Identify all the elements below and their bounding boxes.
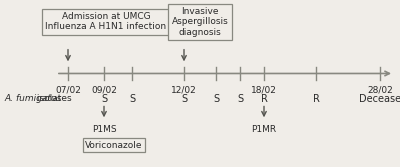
Text: S: S <box>101 94 107 104</box>
Text: 28/02: 28/02 <box>367 85 393 94</box>
Text: 07/02: 07/02 <box>55 85 81 94</box>
Text: isolates: isolates <box>34 94 72 103</box>
Text: P1MR: P1MR <box>252 125 276 134</box>
Text: A. fumigatus: A. fumigatus <box>4 94 61 103</box>
Text: 18/02: 18/02 <box>251 85 277 94</box>
Text: S: S <box>129 94 135 104</box>
Text: Voriconazole: Voriconazole <box>85 141 143 150</box>
Text: 09/02: 09/02 <box>91 85 117 94</box>
Text: Decease: Decease <box>359 94 400 104</box>
Text: S: S <box>213 94 219 104</box>
Text: R: R <box>312 94 320 104</box>
Text: P1MS: P1MS <box>92 125 116 134</box>
Text: S: S <box>181 94 187 104</box>
Text: R: R <box>260 94 268 104</box>
Text: Admission at UMCG
Influenza A H1N1 infection: Admission at UMCG Influenza A H1N1 infec… <box>46 12 166 31</box>
Text: 12/02: 12/02 <box>171 85 197 94</box>
Text: Invasive
Aspergillosis
diagnosis: Invasive Aspergillosis diagnosis <box>172 7 228 37</box>
Text: S: S <box>237 94 243 104</box>
